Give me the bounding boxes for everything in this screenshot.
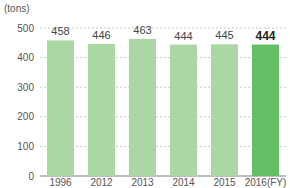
data-label: 445 <box>215 29 233 41</box>
y-tick-label: 0 <box>28 171 34 182</box>
grid-line <box>40 116 286 117</box>
grid-line <box>40 146 286 147</box>
data-label: 446 <box>92 29 110 41</box>
data-label: 458 <box>51 25 69 37</box>
y-tick-label: 200 <box>17 111 34 122</box>
bar <box>170 45 197 176</box>
bars <box>47 39 279 176</box>
x-tick-label: 2012 <box>90 177 113 188</box>
y-tick-label: 500 <box>17 23 34 34</box>
y-tick-label: 300 <box>17 82 34 93</box>
bar <box>211 44 238 176</box>
bar <box>88 44 115 176</box>
data-label: 463 <box>133 24 151 36</box>
grid-line <box>40 28 286 29</box>
bar <box>252 45 279 176</box>
x-tick-label: 2014 <box>172 177 195 188</box>
x-tick-label: 2013 <box>131 177 154 188</box>
y-tick-label: 100 <box>17 141 34 152</box>
data-label: 444 <box>174 30 192 42</box>
bar <box>47 40 74 176</box>
data-label: 444 <box>255 29 275 43</box>
bar <box>129 39 156 176</box>
chart: 0 100 200 300 400 500 (tons) 458 446 463 444 445 444… <box>0 0 290 188</box>
y-axis-label: (tons) <box>4 3 30 14</box>
x-tick-label: 2015 <box>213 177 236 188</box>
x-tick-label: 1996 <box>49 177 72 188</box>
grid-line <box>40 87 286 88</box>
x-tick-label: 2016(FY) <box>245 177 287 188</box>
grid-line <box>40 57 286 58</box>
y-tick-label: 400 <box>17 52 34 63</box>
